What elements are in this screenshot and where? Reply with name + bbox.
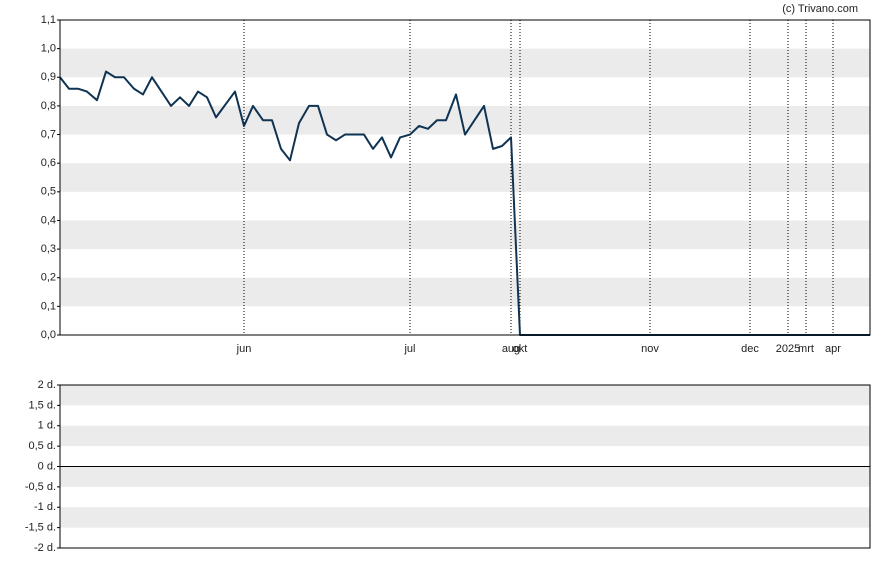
grid-band: [60, 425, 870, 447]
y-tick-label: 0,0: [41, 329, 56, 341]
y-tick-label: 2 d.: [38, 379, 56, 391]
y-tick-label: 0,6: [41, 157, 56, 169]
y-tick-label: -0,5 d.: [25, 481, 56, 493]
grid-band: [60, 220, 870, 250]
x-tick-label: dec: [741, 343, 759, 355]
y-tick-label: 0,5 d.: [28, 440, 56, 452]
y-tick-label: -1,5 d.: [25, 522, 56, 534]
x-tick-label: 2025: [776, 343, 800, 355]
grid-band: [60, 163, 870, 192]
y-tick-label: -1 d.: [34, 501, 56, 513]
grid-band: [60, 385, 870, 406]
price-line: [59, 70, 870, 336]
grid-band: [60, 277, 870, 307]
grid-band: [60, 105, 870, 135]
y-tick-label: 1,5 d.: [28, 399, 56, 411]
x-tick-label: okt: [513, 343, 528, 355]
y-tick-label: 1,0: [41, 43, 56, 55]
y-tick-label: 1 d.: [38, 420, 56, 432]
plot-frame: [59, 384, 871, 549]
x-tick-label: jun: [236, 343, 252, 355]
x-tick-label: jul: [403, 343, 415, 355]
y-tick-label: 0,7: [41, 128, 56, 140]
plot-frame: [59, 19, 871, 336]
grid-band: [60, 507, 870, 528]
x-tick-label: nov: [641, 343, 659, 355]
grid-band: [60, 48, 870, 78]
grid-band: [60, 466, 870, 487]
x-tick-label: apr: [825, 343, 841, 355]
y-tick-label: 0 d.: [38, 460, 56, 472]
y-tick-label: 0,9: [41, 71, 56, 83]
y-tick-label: 0,3: [41, 243, 56, 255]
y-tick-label: 0,2: [41, 272, 56, 284]
watermark: (c) Trivano.com: [782, 3, 858, 15]
y-tick-label: 0,4: [41, 214, 56, 226]
x-tick-label: aug: [502, 343, 520, 355]
y-tick-label: -2 d.: [34, 542, 56, 554]
y-tick-label: 0,5: [41, 186, 56, 198]
y-tick-label: 0,8: [41, 100, 56, 112]
y-tick-label: 0,1: [41, 300, 56, 312]
y-tick-label: 1,1: [41, 14, 56, 26]
x-tick-label: mrt: [798, 343, 814, 355]
